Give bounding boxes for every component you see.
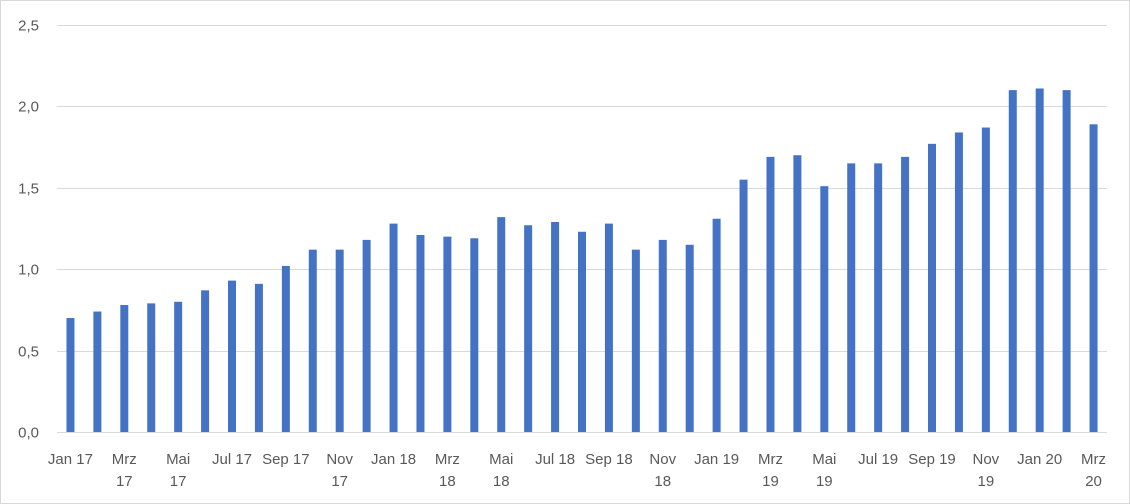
bar-jul-19 [874,163,883,432]
bar-feb-19 [739,179,748,432]
bar-sep-19 [928,143,936,432]
x-tick-label: Jul 19 [858,451,898,468]
bar-sep-18 [604,223,613,432]
bars [66,88,1098,433]
x-tick-label: Jul 17 [212,451,252,468]
bar-nov-18 [658,239,667,432]
y-axis: 0,0 0,5 1,0 1,5 2,0 2,5 [18,18,39,442]
bar-jul-18 [551,221,560,432]
x-tick-label: Mrz 17 [112,451,137,490]
x-tick-label: Jan 17 [48,451,93,468]
bar-feb-17 [93,311,102,432]
x-tick-label: Jan 18 [371,451,416,468]
x-tick-label: Mrz 18 [435,451,460,490]
bar-okt-18 [631,249,640,432]
bar-nov-17 [335,249,344,432]
bar-aug-17 [254,283,263,432]
y-tick-label: 0,0 [18,425,39,442]
x-tick-label: Jan 19 [694,451,739,468]
bar-jun-19 [847,163,856,432]
bar-apr-18 [470,238,479,432]
x-tick-label: Nov 17 [326,451,353,490]
x-tick-label: Mrz 19 [758,451,783,490]
bar-apr-19 [793,155,802,433]
bar-feb-20 [1062,90,1071,433]
x-tick-label: Sep 19 [908,451,956,468]
bar-dez-17 [362,239,371,432]
bar-mai-19 [820,186,829,432]
bar-nov-19 [981,127,990,432]
bar-apr-17 [147,303,156,432]
x-tick-label: Mrz 20 [1081,451,1106,490]
x-tick-label: Jan 20 [1017,451,1062,468]
x-tick-label: Sep 17 [262,451,310,468]
y-tick-label: 2,5 [18,18,39,35]
bar-jan-18 [389,223,398,432]
bar-mai-18 [497,217,506,432]
y-tick-label: 1,0 [18,262,39,279]
bar-jan-20 [1035,88,1044,433]
bar-dez-18 [685,244,694,432]
x-tick-label: Sep 18 [585,451,633,468]
bar-jan-17 [66,318,75,432]
y-tick-label: 1,5 [18,181,39,198]
y-tick-label: 0,5 [18,344,39,361]
bar-feb-18 [416,235,425,432]
bar-jun-18 [524,225,533,432]
bar-jun-17 [201,290,210,432]
bar-aug-19 [901,156,910,432]
y-tick-label: 2,0 [18,99,39,116]
bar-okt-19 [954,132,963,432]
bar-aug-18 [578,231,586,432]
bar-mrz-20 [1089,124,1098,432]
bar-sep-17 [281,265,290,432]
x-tick-label: Mai 17 [166,451,190,490]
x-tick-label: Nov 19 [973,451,1000,490]
bar-jul-17 [228,280,236,432]
bar-mai-17 [174,301,183,432]
x-tick-label: Jul 18 [535,451,575,468]
x-tick-label: Mai 18 [489,451,513,490]
x-tick-label: Nov 18 [649,451,676,490]
x-axis: Jan 17 Mrz 17 Mai 17 Jul 17 Sep 17 Nov 17 Jan 18 M… [48,451,1106,490]
bar-mrz-19 [766,156,775,432]
bar-mrz-17 [120,305,129,432]
x-tick-label: Mai 19 [812,451,836,490]
bar-jan-19 [712,218,721,432]
bar-mrz-18 [443,236,452,432]
bar-okt-17 [308,249,317,432]
bar-dez-19 [1008,90,1017,433]
